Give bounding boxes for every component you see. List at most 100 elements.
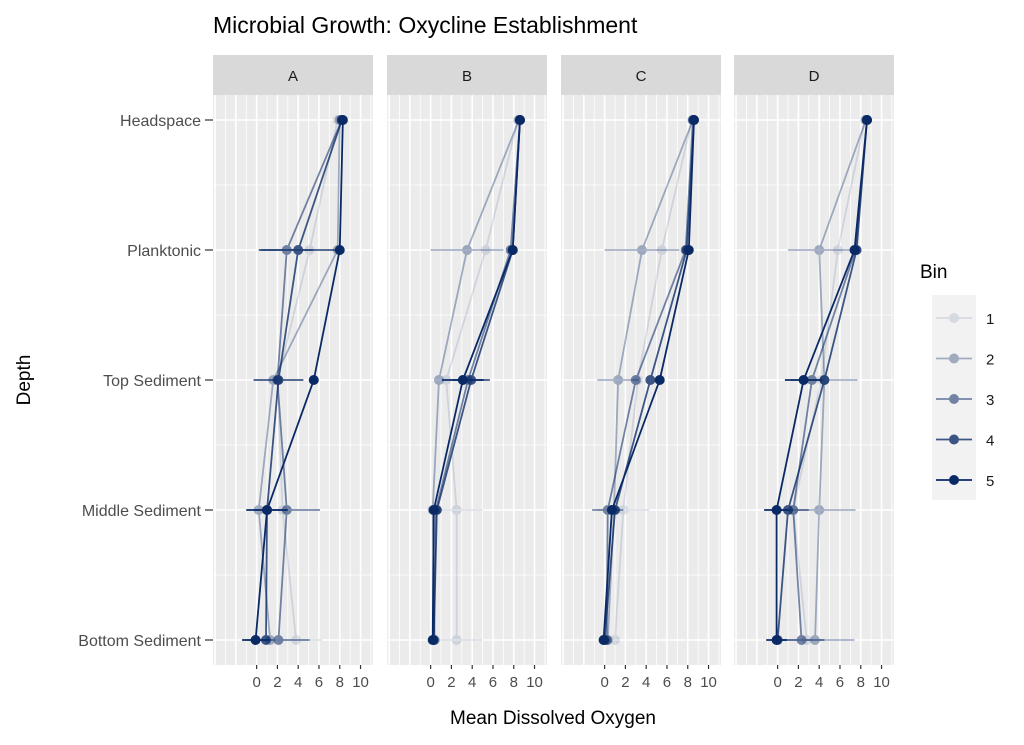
x-tick-label: 6 [663,674,671,691]
data-point [457,375,468,385]
data-point [814,505,825,515]
data-point [428,505,439,515]
data-point [637,245,648,255]
data-point [293,245,304,255]
data-point [273,635,284,645]
data-point [451,635,462,645]
legend-key-bin-2 [936,353,972,364]
x-tick-label: 8 [857,674,865,691]
facet-label: B [462,68,472,85]
x-tick-label: 0 [773,674,781,691]
data-point [273,375,284,385]
data-point [798,375,809,385]
x-tick-label: 4 [642,674,650,691]
panel-c: C 0 2 4 6 8 10 [561,55,721,691]
x-tick-label: 2 [794,674,802,691]
data-point [613,375,624,385]
data-point [861,115,872,125]
data-point [849,245,860,255]
series-bin-5 [427,115,525,645]
data-point [683,245,694,255]
series-bin-5 [242,115,348,645]
legend-key-bin-5 [936,475,972,485]
x-tick-label: 4 [815,674,823,691]
x-tick-label: 10 [526,674,543,691]
facet-label: C [636,68,647,85]
x-tick-label: 2 [447,674,455,691]
data-point [771,505,782,515]
facet-label: A [288,68,298,85]
data-point [832,245,843,255]
panel-d: D 0 2 4 6 8 10 [734,55,894,691]
x-tick-label: 2 [621,674,629,691]
facet-strip [213,55,373,95]
data-point [656,245,667,255]
data-point [427,635,438,645]
data-point [598,635,609,645]
legend-key-bin-1 [936,313,972,323]
legend-label: 3 [986,392,994,409]
data-point [688,115,699,125]
y-tick-label: Middle Sediment [82,503,202,520]
x-tick-label: 6 [315,674,323,691]
x-tick-label: 6 [836,674,844,691]
series-bin-5 [598,115,699,645]
data-point [796,635,807,645]
data-point [814,245,825,255]
x-tick-label: 0 [252,674,260,691]
x-tick-label: 8 [510,674,518,691]
chart-title: Microbial Growth: Oxycline Establishment [213,12,638,38]
legend-label: 4 [986,433,994,450]
legend-title: Bin [920,262,947,283]
legend-key-point [949,313,959,323]
legend-key-bin-3 [936,394,972,404]
legend-key-point [949,434,959,445]
data-point [250,635,261,645]
legend-key-point [949,353,959,364]
x-tick-label: 8 [336,674,344,691]
x-tick-label: 4 [468,674,476,691]
y-tick-label: Bottom Sediment [78,633,201,650]
data-point [771,635,782,645]
data-point [514,115,525,125]
x-tick-label: 10 [873,674,890,691]
legend-label: 5 [986,473,994,490]
data-point [462,245,472,255]
x-tick-label: 8 [684,674,692,691]
y-tick-label: Top Sediment [103,373,201,390]
data-point [606,505,617,515]
data-point [262,505,273,515]
y-axis-label: Depth [14,355,35,406]
x-tick-label: 0 [600,674,608,691]
panel-b: B 0 2 4 6 8 10 [387,55,547,691]
data-point [630,375,641,385]
series-bin-5 [764,115,872,645]
data-point [610,635,621,645]
x-tick-label: 6 [489,674,497,691]
y-tick-label: Headspace [120,113,201,130]
x-tick-label: 4 [294,674,302,691]
x-tick-label: 10 [352,674,369,691]
legend-key-point [949,394,959,404]
data-point [654,375,665,385]
facet-strip [387,55,547,95]
data-point [645,375,656,385]
data-point [433,375,444,385]
x-tick-label: 2 [273,674,281,691]
facet-strip [561,55,721,95]
y-tick-label: Planktonic [127,243,201,260]
data-point [819,375,830,385]
data-point [451,505,462,515]
data-point [308,375,319,385]
panel-a: A 0 2 4 6 8 10 [213,55,373,691]
facet-strip [734,55,894,95]
legend-label: 1 [986,311,994,328]
legend-key-point [949,475,959,485]
data-point [337,115,348,125]
x-axis-label: Mean Dissolved Oxygen [450,708,656,729]
x-tick-label: 10 [700,674,717,691]
data-point [334,245,345,255]
legend-key-bin-4 [936,434,972,445]
